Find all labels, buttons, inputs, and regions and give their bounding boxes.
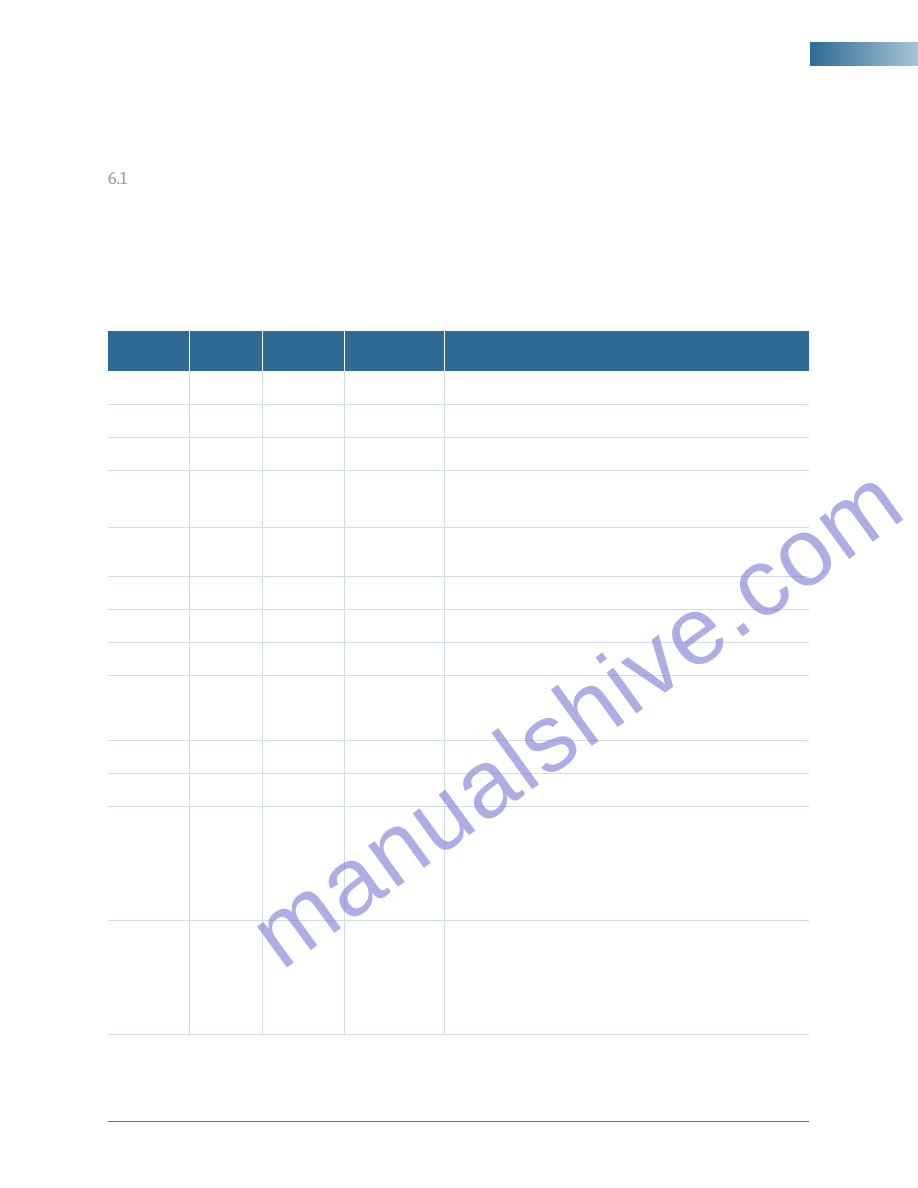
table-cell xyxy=(344,675,444,740)
table-cell xyxy=(444,576,809,609)
table-cell xyxy=(108,371,189,404)
table-cell xyxy=(189,470,262,527)
table-cell xyxy=(262,437,344,470)
table-header-cell xyxy=(262,331,344,371)
table-row xyxy=(108,371,809,404)
section-number: 6.1 xyxy=(108,168,127,189)
table-cell xyxy=(189,437,262,470)
table-row xyxy=(108,675,809,740)
table-cell xyxy=(108,675,189,740)
table-row xyxy=(108,740,809,773)
table-cell xyxy=(108,773,189,806)
table-body xyxy=(108,371,809,1034)
table-cell xyxy=(444,920,809,1034)
table-cell xyxy=(344,773,444,806)
table-cell xyxy=(444,371,809,404)
table-cell xyxy=(344,609,444,642)
table-header-cell xyxy=(344,331,444,371)
table-cell xyxy=(444,642,809,675)
table-cell xyxy=(444,740,809,773)
table-cell xyxy=(262,773,344,806)
table-row xyxy=(108,527,809,576)
table-cell xyxy=(344,527,444,576)
table-cell xyxy=(262,470,344,527)
table-cell xyxy=(344,806,444,920)
table-cell xyxy=(189,806,262,920)
table-cell xyxy=(344,470,444,527)
table-cell xyxy=(108,920,189,1034)
table-header-cell xyxy=(444,331,809,371)
table-cell xyxy=(108,806,189,920)
table-cell xyxy=(189,920,262,1034)
table-cell xyxy=(444,470,809,527)
table-cell xyxy=(262,740,344,773)
table-row xyxy=(108,773,809,806)
table-cell xyxy=(444,806,809,920)
table-cell xyxy=(189,371,262,404)
table-cell xyxy=(344,576,444,609)
table-header-cell xyxy=(189,331,262,371)
table-header-cell xyxy=(108,331,189,371)
table-row xyxy=(108,609,809,642)
table-row xyxy=(108,404,809,437)
table-cell xyxy=(189,576,262,609)
table-cell xyxy=(444,773,809,806)
table-cell xyxy=(108,576,189,609)
table-cell xyxy=(189,675,262,740)
table-cell xyxy=(189,773,262,806)
table-cell xyxy=(262,806,344,920)
table-cell xyxy=(444,437,809,470)
table-cell xyxy=(262,642,344,675)
table-cell xyxy=(262,404,344,437)
table-cell xyxy=(189,609,262,642)
table-cell xyxy=(344,920,444,1034)
table-cell xyxy=(444,675,809,740)
table-cell xyxy=(108,642,189,675)
table-cell xyxy=(344,642,444,675)
footer-divider xyxy=(108,1121,809,1122)
table-cell xyxy=(444,404,809,437)
table-cell xyxy=(108,470,189,527)
table-cell xyxy=(108,527,189,576)
table-header-row xyxy=(108,331,809,371)
table-cell xyxy=(108,404,189,437)
table-cell xyxy=(189,740,262,773)
table-cell xyxy=(444,527,809,576)
table-cell xyxy=(108,740,189,773)
table-row xyxy=(108,920,809,1034)
table-cell xyxy=(444,609,809,642)
io-definition-table xyxy=(108,331,809,1035)
header-accent-bar xyxy=(810,42,918,66)
table-cell xyxy=(262,576,344,609)
table-cell xyxy=(344,740,444,773)
table-cell xyxy=(344,404,444,437)
table-row xyxy=(108,642,809,675)
table-cell xyxy=(344,437,444,470)
table-row xyxy=(108,806,809,920)
table-row xyxy=(108,470,809,527)
table-cell xyxy=(344,371,444,404)
table-cell xyxy=(189,642,262,675)
table-cell xyxy=(262,920,344,1034)
table-cell xyxy=(189,404,262,437)
table-cell xyxy=(108,609,189,642)
table-cell xyxy=(108,437,189,470)
table-cell xyxy=(262,527,344,576)
table-row xyxy=(108,437,809,470)
table-cell xyxy=(189,527,262,576)
table-row xyxy=(108,576,809,609)
table-cell xyxy=(262,675,344,740)
table-cell xyxy=(262,371,344,404)
table-cell xyxy=(262,609,344,642)
